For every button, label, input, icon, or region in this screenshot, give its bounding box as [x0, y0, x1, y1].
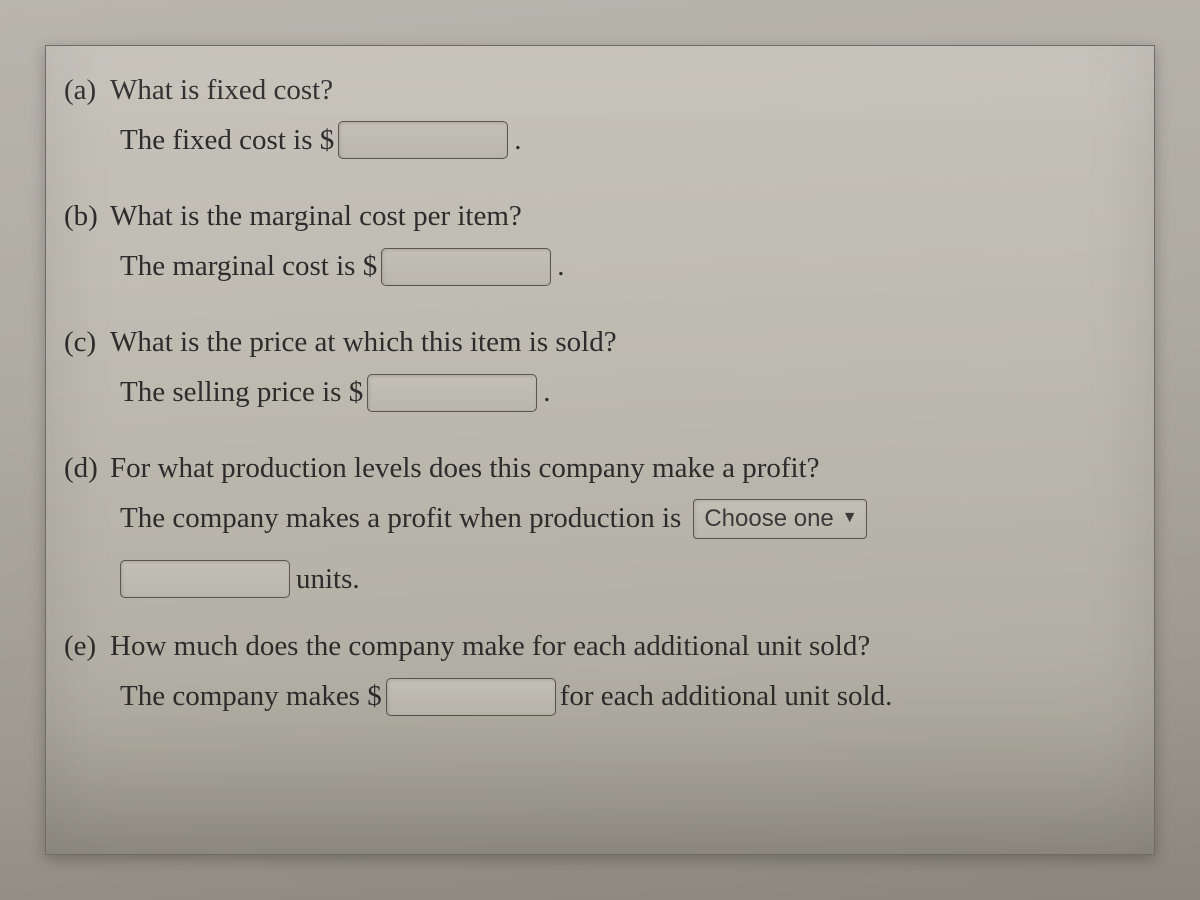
part-d-answer-line: The company makes a profit when producti… — [64, 491, 1126, 546]
marginal-cost-input[interactable] — [381, 248, 551, 286]
part-c-label: (c) — [64, 320, 110, 365]
part-c: (c)What is the price at which this item … — [64, 320, 1126, 420]
part-b-question: What is the marginal cost per item? — [110, 200, 522, 232]
part-b-answer-prefix: The marginal cost is $ — [120, 239, 377, 294]
part-a: (a)What is fixed cost? The fixed cost is… — [64, 68, 1126, 168]
part-e-label: (e) — [64, 624, 110, 669]
part-e-question: How much does the company make for each … — [110, 630, 870, 662]
part-d-units-suffix: units. — [296, 563, 360, 596]
selling-price-input[interactable] — [367, 374, 537, 412]
part-d: (d)For what production levels does this … — [64, 446, 1126, 598]
part-a-answer-suffix: . — [514, 113, 521, 168]
part-d-label: (d) — [64, 446, 110, 491]
part-a-question: What is fixed cost? — [110, 74, 333, 106]
part-e-answer-suffix: for each additional unit sold. — [560, 669, 893, 724]
part-b: (b)What is the marginal cost per item? T… — [64, 194, 1126, 294]
part-c-answer-suffix: . — [543, 365, 550, 420]
part-a-answer-line: The fixed cost is $ . — [64, 113, 1126, 168]
part-e-answer-prefix: The company makes $ — [120, 669, 382, 724]
part-d-question: For what production levels does this com… — [110, 452, 820, 484]
part-b-answer-suffix: . — [557, 239, 564, 294]
part-d-units-line: units. — [64, 560, 1126, 598]
part-b-question-line: (b)What is the marginal cost per item? — [64, 194, 1126, 239]
part-c-answer-line: The selling price is $ . — [64, 365, 1126, 420]
part-c-question-line: (c)What is the price at which this item … — [64, 320, 1126, 365]
question-sheet: (a)What is fixed cost? The fixed cost is… — [45, 45, 1155, 855]
fixed-cost-input[interactable] — [338, 121, 508, 159]
part-d-answer-prefix: The company makes a profit when producti… — [120, 491, 681, 546]
select-placeholder-text: Choose one — [704, 496, 833, 542]
part-a-question-line: (a)What is fixed cost? — [64, 68, 1126, 113]
part-e-question-line: (e)How much does the company make for ea… — [64, 624, 1126, 669]
part-c-question: What is the price at which this item is … — [110, 326, 617, 358]
part-e: (e)How much does the company make for ea… — [64, 624, 1126, 724]
part-b-answer-line: The marginal cost is $ . — [64, 239, 1126, 294]
per-unit-profit-input[interactable] — [386, 678, 556, 716]
part-a-label: (a) — [64, 68, 110, 113]
part-a-answer-prefix: The fixed cost is $ — [120, 113, 334, 168]
part-c-answer-prefix: The selling price is $ — [120, 365, 363, 420]
part-e-answer-line: The company makes $ for each additional … — [64, 669, 1126, 724]
part-d-question-line: (d)For what production levels does this … — [64, 446, 1126, 491]
part-b-label: (b) — [64, 194, 110, 239]
chevron-down-icon: ▼ — [842, 503, 858, 533]
production-comparison-select[interactable]: Choose one ▼ — [693, 499, 866, 539]
production-units-input[interactable] — [120, 560, 290, 598]
